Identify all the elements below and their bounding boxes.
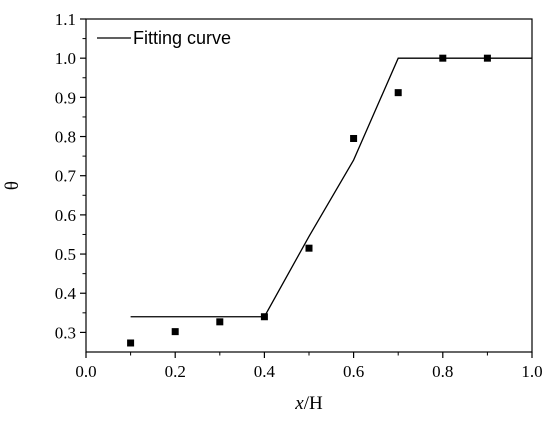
x-axis-title-italic: x	[294, 393, 304, 414]
data-point	[216, 318, 224, 326]
data-point	[394, 89, 402, 97]
y-tick-label: 1.1	[55, 10, 76, 29]
y-tick-label: 0.8	[55, 128, 76, 147]
x-axis-title: x/H	[294, 393, 323, 414]
y-tick-label: 0.5	[55, 245, 76, 264]
y-tick-label: 0.3	[55, 323, 76, 342]
x-tick-label: 0.4	[254, 362, 276, 381]
plot-frame	[85, 18, 533, 353]
x-axis-title-rest: /H	[304, 393, 323, 414]
legend-label: Fitting curve	[133, 28, 231, 48]
plot-axes: 0.0 0.2 0.4 0.6 0.8 1.0 0.3 0.4 0.5 0.6 0.7 0.8 0.9 1…	[55, 10, 543, 381]
data-point	[305, 244, 313, 252]
x-tick-label: 0.0	[75, 362, 96, 381]
data-point	[171, 328, 179, 336]
x-tick-label: 0.6	[343, 362, 364, 381]
x-tick-label: 1.0	[521, 362, 542, 381]
y-axis-title: θ	[2, 181, 23, 190]
x-tick-label: 0.8	[432, 362, 453, 381]
y-tick-label: 0.4	[55, 284, 77, 303]
plot-marks	[127, 54, 532, 347]
y-tick-label: 0.7	[55, 167, 77, 186]
y-tick-label: 0.9	[55, 88, 76, 107]
y-tick-label: 1.0	[55, 49, 76, 68]
legend: Fitting curve	[97, 28, 231, 48]
data-point	[350, 134, 358, 142]
y-tick-label: 0.6	[55, 206, 76, 225]
data-point	[127, 339, 135, 347]
fitting-curve-line	[130, 57, 532, 318]
x-tick-label: 0.2	[165, 362, 186, 381]
